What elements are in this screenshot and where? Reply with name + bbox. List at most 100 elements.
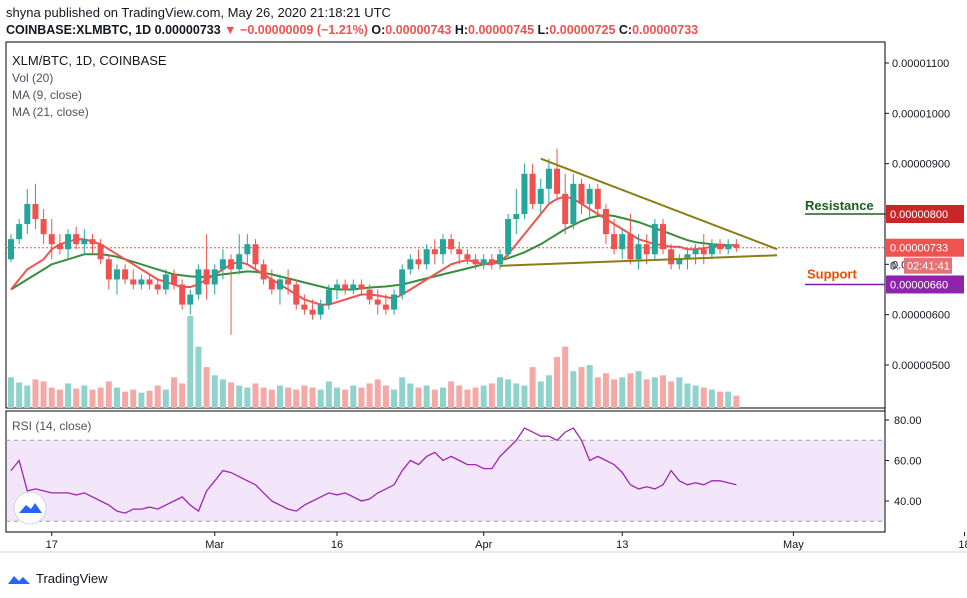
descending-trendline	[540, 157, 778, 251]
volume-bar	[203, 367, 210, 408]
rsi-tick-label: 60.00	[894, 456, 922, 468]
candle-body	[668, 249, 675, 265]
candle-body	[708, 244, 715, 255]
low-label: L:	[537, 23, 550, 37]
price-change: ▼ −0.00000009 (−1.21%)	[224, 23, 368, 37]
candle-body	[635, 244, 642, 260]
volume-bar	[48, 387, 55, 408]
candle-body	[32, 203, 39, 220]
volume-bar	[162, 389, 169, 408]
time-tick-label: 16	[331, 539, 343, 551]
candle-body	[171, 274, 177, 285]
volume-bar	[236, 385, 243, 408]
volume-bar	[488, 383, 495, 408]
candle-body	[692, 249, 699, 255]
volume-bar	[179, 383, 186, 408]
time-tick-label: 18	[958, 539, 967, 551]
candle-body	[488, 259, 495, 265]
tradingview-logo[interactable]: TradingView	[6, 571, 108, 586]
legend-rsi[interactable]: RSI (14, close)	[12, 419, 92, 433]
volume-bar	[684, 383, 691, 408]
candle-body	[407, 259, 414, 270]
volume-bar	[138, 392, 145, 408]
volume-bar	[113, 387, 120, 408]
legend-ma21[interactable]: MA (21, close)	[12, 105, 89, 119]
symbol-name[interactable]: COINBASE:XLMBTC, 1D	[6, 23, 152, 37]
volume-bar	[464, 389, 471, 408]
volume-bar	[268, 389, 275, 408]
volume-bar	[505, 379, 512, 408]
candle-body	[456, 249, 463, 255]
volume-bar	[309, 387, 316, 408]
countdown-prefix: 0.	[890, 261, 899, 273]
price-tick-label: 0.00001100	[892, 58, 949, 70]
candle-body	[423, 249, 430, 265]
candle-body	[301, 304, 308, 310]
volume-bar	[733, 395, 740, 408]
candle-body	[40, 219, 47, 235]
candle-body	[505, 219, 512, 255]
open-label: O:	[371, 23, 386, 37]
volume-bar	[545, 375, 552, 408]
volume-bar	[105, 381, 112, 408]
legend-volume[interactable]: Vol (20)	[12, 71, 54, 85]
time-tick-label: Apr	[475, 539, 492, 551]
candle-body	[570, 183, 577, 225]
volume-bar	[24, 385, 31, 408]
volume-bar	[602, 373, 609, 408]
volume-bar	[89, 389, 96, 408]
candle-body	[48, 234, 55, 245]
last-price: 0.00000733	[154, 23, 221, 37]
ma21-line	[10, 213, 737, 291]
legend-ma9[interactable]: MA (9, close)	[12, 88, 83, 102]
watermark-icon	[19, 503, 42, 513]
volume-bar	[423, 385, 430, 408]
candle-body	[8, 239, 14, 260]
candle-body	[537, 188, 544, 204]
symbol-bar: COINBASE:XLMBTC, 1D 0.00000733 ▼ −0.0000…	[6, 23, 698, 37]
support-price-badge-box	[886, 275, 964, 294]
volume-bar	[32, 379, 39, 408]
candle-body	[195, 269, 202, 295]
candle-body	[325, 289, 332, 305]
candle-body	[676, 259, 683, 265]
candle-body	[73, 234, 80, 245]
ma9-line	[10, 195, 737, 306]
volume-bar	[154, 385, 161, 408]
volume-bar	[660, 375, 666, 408]
volume-bar	[252, 383, 259, 408]
candle-body	[293, 284, 300, 305]
rsi-tick-label: 80.00	[894, 415, 922, 427]
volume-bar	[350, 385, 357, 408]
candle-body	[529, 173, 536, 204]
volume-bar	[187, 316, 194, 408]
candle-body	[211, 269, 218, 285]
support-price-badge-text: 0.00000660	[890, 279, 948, 291]
price-tick-label: 0.00000900	[892, 159, 950, 171]
countdown-box	[904, 257, 952, 274]
candle-body	[81, 239, 88, 245]
candle-body	[391, 294, 398, 310]
candle-body	[260, 264, 267, 280]
time-tick-label: May	[783, 539, 804, 551]
volume-bar	[195, 346, 202, 408]
candle-body	[439, 239, 446, 255]
high-value: 0.00000745	[468, 23, 535, 37]
close-value: 0.00000733	[632, 23, 699, 37]
legend-title: XLM/BTC, 1D, COINBASE	[12, 53, 167, 68]
candle-body	[276, 279, 283, 290]
candle-body	[399, 269, 406, 295]
candle-body	[268, 279, 275, 290]
candle-body	[146, 279, 153, 285]
volume-bar	[358, 387, 365, 408]
candle-body	[154, 284, 161, 290]
volume-bar	[130, 389, 137, 408]
candle-body	[651, 224, 658, 255]
volume-bar	[260, 387, 267, 408]
volume-bar	[611, 379, 618, 408]
volume-bar	[16, 382, 23, 408]
volume-bar	[537, 381, 544, 408]
volume-bar	[407, 383, 414, 408]
resistance-price-badge-box	[886, 205, 964, 223]
open-value: 0.00000743	[385, 23, 452, 37]
